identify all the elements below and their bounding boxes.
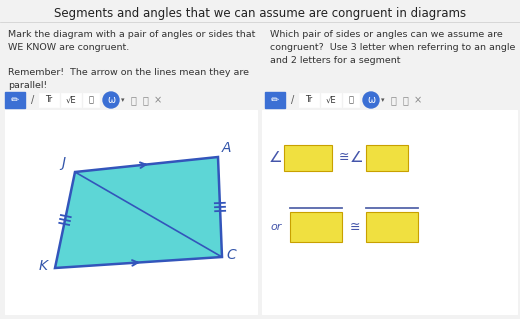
- Text: A: A: [222, 141, 231, 155]
- Bar: [321, 93, 341, 107]
- Bar: [343, 93, 359, 107]
- Text: ∠: ∠: [269, 151, 283, 166]
- Text: C: C: [226, 248, 236, 262]
- Text: √E: √E: [66, 95, 76, 105]
- Text: ∠: ∠: [350, 151, 364, 166]
- Text: √E: √E: [326, 95, 336, 105]
- Bar: [5, 92, 25, 108]
- Text: ✏: ✏: [271, 95, 279, 105]
- Text: K: K: [39, 259, 48, 273]
- Bar: [39, 93, 59, 107]
- Bar: [290, 212, 342, 242]
- Text: or: or: [270, 222, 282, 232]
- Text: Tr: Tr: [305, 95, 313, 105]
- Text: ≅: ≅: [350, 220, 360, 234]
- Text: /: /: [31, 95, 35, 105]
- Text: ✏: ✏: [11, 95, 19, 105]
- Bar: [262, 110, 517, 314]
- Text: ▾: ▾: [381, 97, 385, 103]
- Text: ⌢: ⌢: [390, 95, 396, 105]
- Text: ≅: ≅: [339, 152, 349, 165]
- Text: ▾: ▾: [121, 97, 125, 103]
- Text: ⌢: ⌢: [130, 95, 136, 105]
- Bar: [284, 145, 332, 171]
- Circle shape: [103, 92, 119, 108]
- Circle shape: [363, 92, 379, 108]
- Bar: [366, 212, 418, 242]
- Bar: [265, 92, 285, 108]
- Text: Which pair of sides or angles can we assume are
congruent?  Use 3 letter when re: Which pair of sides or angles can we ass…: [270, 30, 515, 65]
- Text: Remember!  The arrow on the lines mean they are
parallel!: Remember! The arrow on the lines mean th…: [8, 68, 249, 90]
- Text: 📎: 📎: [88, 95, 94, 105]
- Bar: [299, 93, 319, 107]
- Bar: [83, 93, 99, 107]
- Bar: [366, 145, 408, 171]
- Text: ω: ω: [107, 95, 115, 105]
- Text: Tr: Tr: [45, 95, 53, 105]
- Text: 📎: 📎: [348, 95, 354, 105]
- Text: ×: ×: [414, 95, 422, 105]
- Bar: [5, 110, 257, 314]
- Bar: [61, 93, 81, 107]
- Text: ω: ω: [367, 95, 375, 105]
- Text: ⌣: ⌣: [402, 95, 408, 105]
- Text: Mark the diagram with a pair of angles or sides that
WE KNOW are congruent.: Mark the diagram with a pair of angles o…: [8, 30, 255, 52]
- Text: /: /: [291, 95, 295, 105]
- Text: J: J: [61, 156, 65, 170]
- Text: Segments and angles that we can assume are congruent in diagrams: Segments and angles that we can assume a…: [54, 6, 466, 19]
- Text: ⌣: ⌣: [142, 95, 148, 105]
- Text: ×: ×: [154, 95, 162, 105]
- Polygon shape: [55, 157, 222, 268]
